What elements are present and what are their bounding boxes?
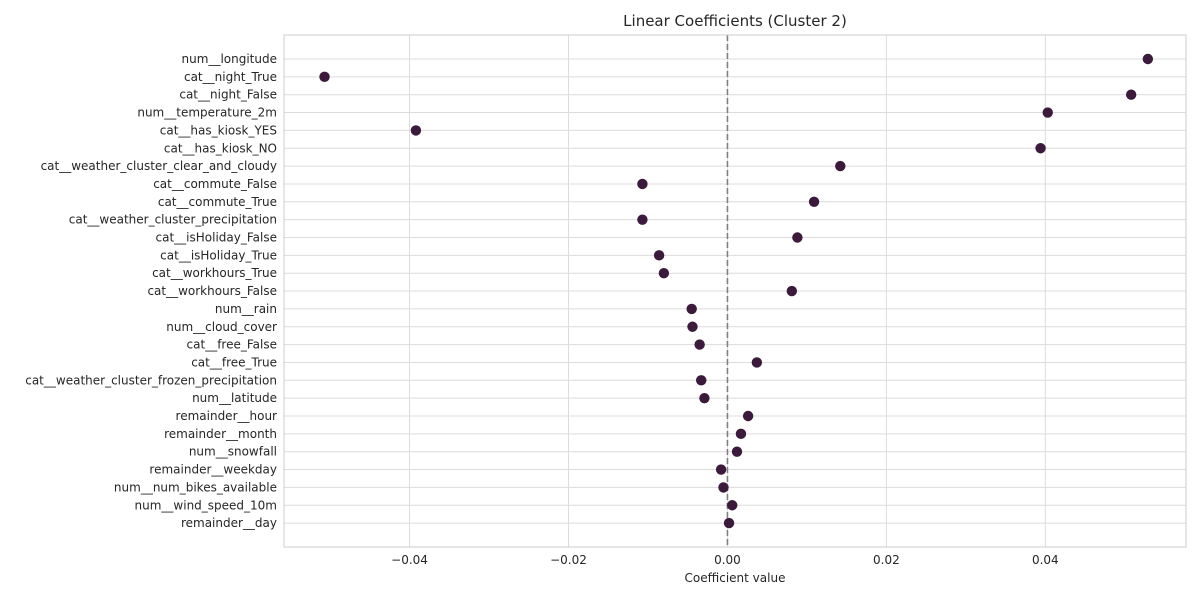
y-tick-label: cat__isHoliday_False xyxy=(156,231,277,245)
y-tick-label: cat__has_kiosk_YES xyxy=(160,123,277,137)
y-tick-label: cat__weather_cluster_frozen_precipitatio… xyxy=(25,373,277,387)
y-tick-label: cat__weather_cluster_clear_and_cloudy xyxy=(41,159,277,173)
data-point xyxy=(696,375,707,386)
y-tick-label: cat__night_True xyxy=(184,70,277,84)
data-point xyxy=(1125,89,1137,100)
y-tick-label: cat__workhours_True xyxy=(152,266,277,280)
data-point xyxy=(808,196,820,207)
y-tick-labels: num__longitude cat__night_True cat__night_… xyxy=(25,52,277,530)
y-tick-label: cat__commute_True xyxy=(158,195,277,209)
y-tick-label: num__snowfall xyxy=(189,445,277,459)
data-point xyxy=(637,214,648,225)
y-tick-label: cat__workhours_False xyxy=(147,284,277,298)
y-tick-label: cat__weather_cluster_precipitation xyxy=(69,213,277,227)
y-tick-label: cat__free_True xyxy=(191,355,277,369)
data-point xyxy=(694,339,705,350)
y-tick-label: cat__has_kiosk_NO xyxy=(164,141,277,155)
data-point xyxy=(1142,53,1154,65)
data-point xyxy=(1042,107,1053,118)
data-point xyxy=(1035,143,1046,154)
y-tick-label: remainder__hour xyxy=(176,409,278,423)
y-tick-label: num__longitude xyxy=(182,52,277,66)
data-points xyxy=(319,53,1154,529)
y-tick-label: num__cloud_cover xyxy=(166,320,277,334)
y-tick-label: num__rain xyxy=(215,302,277,316)
data-point xyxy=(410,125,422,136)
horizontal-gridlines xyxy=(284,58,1186,524)
y-tick-label: num__num_bikes_available xyxy=(114,480,277,494)
x-tick-label: 0.00 xyxy=(714,553,741,567)
data-point xyxy=(658,268,670,279)
data-point xyxy=(731,446,743,457)
data-point xyxy=(687,321,698,332)
data-point xyxy=(653,250,665,261)
y-tick-label: num__latitude xyxy=(192,391,277,405)
chart-title: Linear Coefficients (Cluster 2) xyxy=(623,12,847,30)
y-tick-label: remainder__weekday xyxy=(149,463,277,477)
data-point xyxy=(637,178,648,190)
data-point xyxy=(742,410,754,422)
y-tick-label: cat__isHoliday_True xyxy=(160,248,277,262)
data-point xyxy=(727,500,738,511)
data-point xyxy=(699,392,710,404)
x-tick-labels: −0.04 −0.02 0.00 0.02 0.04 xyxy=(391,553,1059,567)
data-point xyxy=(735,428,747,440)
data-point xyxy=(319,71,330,83)
data-point xyxy=(786,285,798,297)
x-tick-label: −0.04 xyxy=(391,553,428,567)
data-point xyxy=(686,303,697,315)
x-tick-label: −0.02 xyxy=(550,553,587,567)
y-tick-label: num__temperature_2m xyxy=(137,106,277,120)
data-point xyxy=(723,517,735,529)
x-tick-label: 0.04 xyxy=(1032,553,1059,567)
y-tick-label: num__wind_speed_10m xyxy=(135,498,277,512)
y-tick-label: remainder__month xyxy=(164,427,277,441)
y-tick-label: cat__night_False xyxy=(179,88,277,102)
data-point xyxy=(718,482,729,493)
data-point xyxy=(751,357,763,368)
y-tick-label: cat__free_False xyxy=(187,338,277,352)
y-tick-label: cat__commute_False xyxy=(153,177,277,191)
plot-frame xyxy=(283,34,1187,548)
data-point xyxy=(715,464,727,475)
x-tick-label: 0.02 xyxy=(873,553,900,567)
x-axis-label: Coefficient value xyxy=(685,571,786,585)
data-point xyxy=(792,232,803,243)
y-tick-label: remainder__day xyxy=(181,516,277,530)
data-point xyxy=(835,160,846,172)
